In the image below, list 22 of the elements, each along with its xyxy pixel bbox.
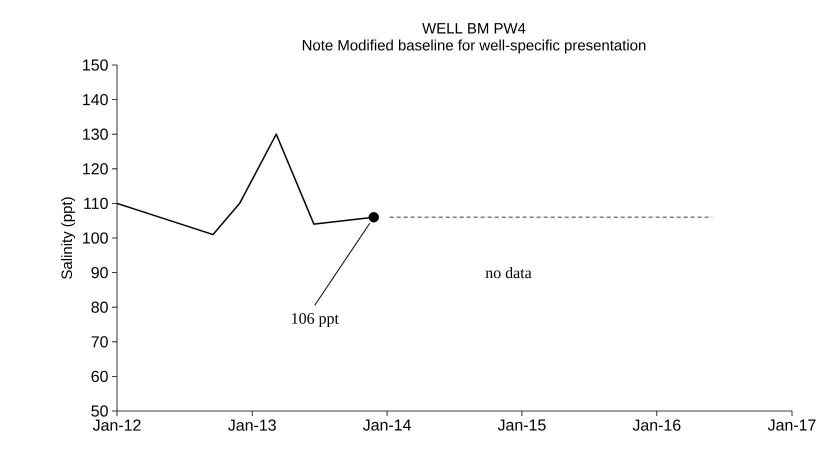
y-tick-label: 110 bbox=[84, 198, 108, 210]
chart-title: WELL BM PW4 bbox=[422, 23, 526, 34]
annotation: no data bbox=[486, 266, 532, 278]
x-tick-label: Jan-12 bbox=[92, 420, 141, 431]
y-tick-label: 140 bbox=[83, 94, 108, 106]
y-tick-label: 100 bbox=[83, 232, 108, 244]
annotation: 106 ppt bbox=[292, 313, 339, 328]
x-tick-label: Jan-15 bbox=[498, 420, 546, 431]
x-tick-label: Jan-17 bbox=[768, 420, 816, 431]
y-tick-label: 60 bbox=[92, 370, 108, 382]
chart-subtitle: Note Modified baseline for well-specific presentation bbox=[302, 40, 646, 54]
y-tick-label: 50 bbox=[91, 405, 108, 417]
y-tick-label: 90 bbox=[92, 266, 108, 278]
y-tick-label: 70 bbox=[92, 336, 108, 348]
y-tick-label: 120 bbox=[83, 163, 108, 174]
y-tick-label: 150 bbox=[83, 59, 108, 71]
y-tick-label: 80 bbox=[91, 302, 108, 313]
y-tick-label: 130 bbox=[83, 128, 108, 140]
x-tick-label: Jan-14 bbox=[362, 420, 411, 431]
y-axis-title: Salinity (ppt) bbox=[61, 197, 76, 279]
x-tick-label: Jan-16 bbox=[632, 420, 680, 431]
x-tick-label: Jan-13 bbox=[228, 420, 276, 431]
